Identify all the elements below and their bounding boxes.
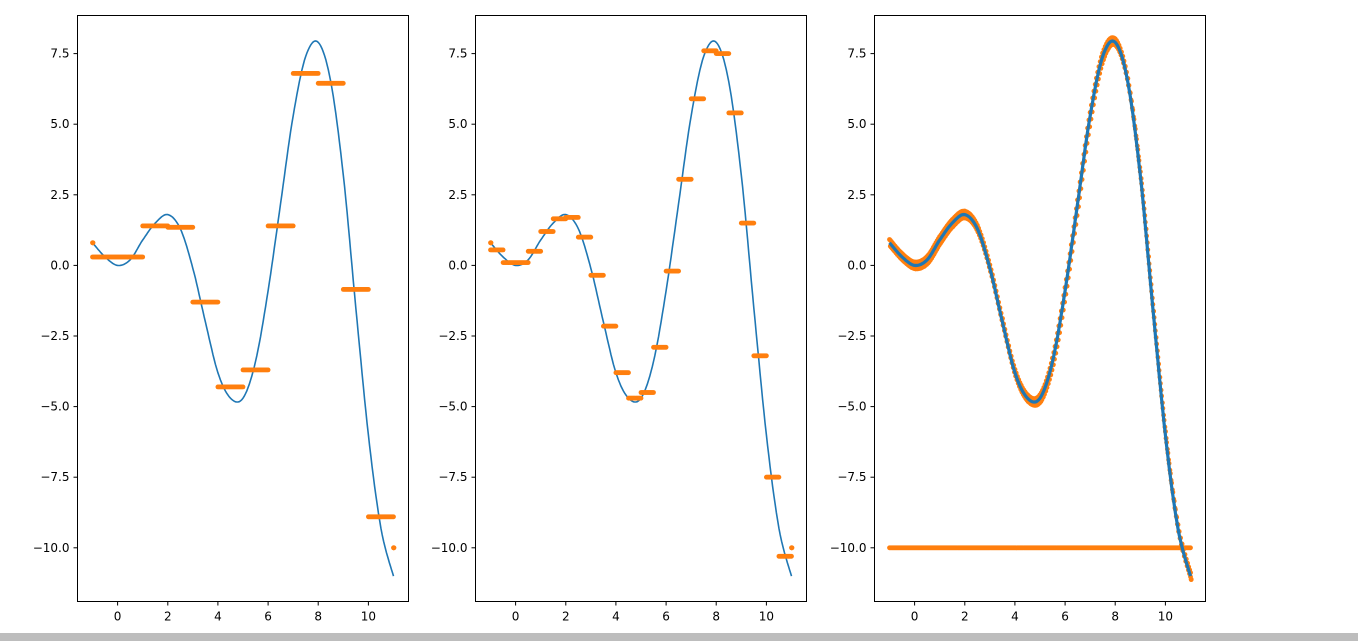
series-line: [91, 40, 395, 577]
x-tick-label: 2: [562, 610, 570, 624]
axes-frame: [77, 15, 409, 602]
x-tick-label: 4: [1011, 610, 1019, 624]
horizontal-scrollbar[interactable]: [0, 633, 1358, 641]
data-point: [588, 234, 594, 240]
y-tick-label: −10.0: [33, 541, 70, 555]
plot-area: [90, 40, 397, 577]
y-tick-label: 0.0: [50, 258, 69, 272]
y-tick-label: 0.0: [847, 258, 866, 272]
x-tick-label: 10: [361, 610, 376, 624]
y-tick-label: −7.5: [40, 470, 69, 484]
data-point: [738, 110, 744, 116]
y-tick-label: −5.0: [438, 400, 467, 414]
data-point: [626, 370, 631, 376]
data-point: [651, 390, 656, 395]
subplot-2: 0 2 4 6 8 10 7.5 5.0 2.5 0.0 −2.5 −5.0 −7.5 −10.0: [431, 15, 807, 624]
x-tick-label: 4: [214, 610, 222, 624]
data-point: [789, 553, 794, 559]
data-point: [764, 353, 769, 359]
y-tick-label: 7.5: [50, 47, 69, 61]
y-tick-label: 7.5: [847, 47, 866, 61]
y-tick-label: 5.0: [448, 117, 467, 131]
series-line: [489, 40, 793, 577]
plot-area: [488, 40, 795, 577]
data-point: [663, 344, 669, 350]
data-point: [265, 367, 271, 373]
data-point: [751, 220, 757, 226]
data-point: [726, 51, 732, 56]
y-tick-label: 5.0: [847, 117, 866, 131]
data-point: [638, 395, 644, 401]
data-point: [315, 71, 321, 76]
y-tick-label: −5.0: [837, 400, 866, 414]
y-tick-label: −7.5: [837, 470, 866, 484]
subplot-3: 0 2 4 6 8 10 7.5 5.0 2.5 0.0 −2.5 −5.0 −7.5 −10.0: [830, 15, 1206, 624]
data-point: [688, 176, 694, 182]
data-point: [789, 545, 795, 551]
data-point: [391, 545, 397, 551]
data-point: [538, 248, 544, 254]
x-tick-label: 6: [662, 610, 670, 624]
data-point: [488, 240, 494, 246]
data-point: [575, 215, 581, 220]
y-tick-label: −10.0: [431, 541, 468, 555]
y-tick-label: −2.5: [837, 329, 866, 343]
data-point: [340, 80, 346, 86]
y-tick-label: 0.0: [448, 258, 467, 272]
series-line: [888, 39, 1193, 577]
x-tick-label: 6: [264, 610, 272, 624]
y-tick-label: 2.5: [847, 188, 866, 202]
data-point: [366, 287, 371, 292]
x-tick-label: 8: [1111, 610, 1119, 624]
data-point: [776, 474, 782, 480]
data-point: [290, 223, 296, 229]
y-tick-label: −2.5: [438, 329, 467, 343]
x-tick-label: 8: [314, 610, 322, 624]
x-tick-label: 0: [911, 610, 919, 624]
data-point: [190, 224, 196, 230]
plot-area: [887, 35, 1194, 582]
data-point: [500, 247, 506, 253]
data-point: [601, 272, 606, 278]
y-tick-label: 7.5: [448, 47, 467, 61]
subplot-1: 0 2 4 6 8 10 7.5 5.0 2.5 0.0 −2.5 −5.0 −7.5 −10.0: [33, 15, 409, 624]
data-point: [391, 514, 396, 520]
data-point: [90, 240, 96, 246]
x-tick-label: 10: [1158, 610, 1173, 624]
data-point: [550, 229, 556, 234]
data-point: [1188, 545, 1193, 551]
x-tick-label: 2: [164, 610, 172, 624]
data-point: [1188, 577, 1194, 582]
y-tick-label: 2.5: [50, 188, 69, 202]
data-point: [676, 268, 681, 274]
x-tick-label: 2: [961, 610, 969, 624]
data-point: [525, 260, 531, 265]
data-point: [613, 323, 619, 329]
data-point: [240, 384, 246, 390]
data-point: [140, 254, 146, 260]
y-tick-label: −7.5: [438, 470, 467, 484]
x-tick-label: 0: [114, 610, 122, 624]
y-tick-label: 5.0: [50, 117, 69, 131]
x-tick-label: 10: [759, 610, 774, 624]
axes-frame: [874, 15, 1206, 602]
x-tick-label: 8: [712, 610, 720, 624]
y-tick-label: −5.0: [40, 400, 69, 414]
axes-frame: [475, 15, 807, 602]
x-tick-label: 0: [512, 610, 520, 624]
x-tick-label: 4: [612, 610, 620, 624]
data-point: [215, 299, 221, 305]
x-tick-label: 6: [1061, 610, 1069, 624]
data-point: [701, 96, 707, 102]
y-tick-label: 2.5: [448, 188, 467, 202]
y-tick-label: −2.5: [40, 329, 69, 343]
y-tick-label: −10.0: [830, 541, 867, 555]
